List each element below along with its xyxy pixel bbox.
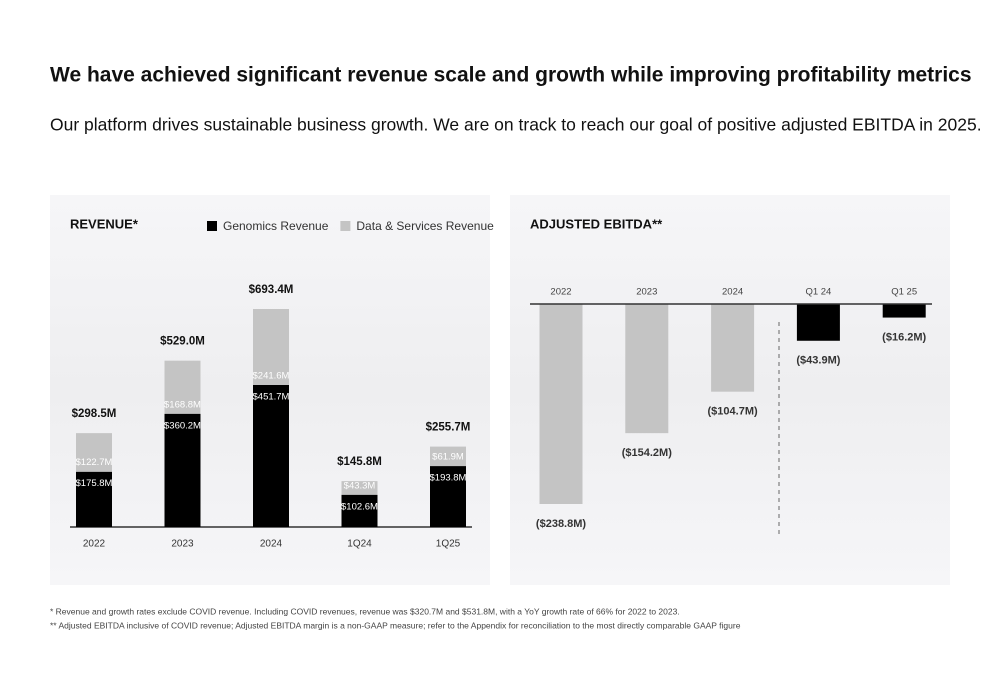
bar-segment — [430, 466, 466, 527]
x-tick-label: Q1 24 — [805, 287, 831, 298]
legend-swatch — [207, 221, 217, 231]
bar — [882, 304, 926, 318]
bar — [711, 304, 755, 392]
value-label: $122.7M — [76, 457, 113, 468]
chart-title: ADJUSTED EBITDA** — [530, 216, 663, 231]
footnote: ** Adjusted EBITDA inclusive of COVID re… — [50, 620, 741, 630]
value-label: ($43.9M) — [796, 355, 840, 367]
x-tick-label: 2024 — [722, 287, 743, 298]
x-tick-label: 2022 — [83, 539, 106, 550]
slide-title: We have achieved significant revenue sca… — [50, 64, 972, 87]
total-label: $529.0M — [160, 336, 205, 348]
value-label: $102.6M — [341, 501, 378, 512]
x-tick-label: 2023 — [636, 287, 657, 298]
x-tick-label: 1Q24 — [347, 539, 372, 550]
bar — [539, 304, 583, 504]
x-tick-label: 2024 — [260, 539, 283, 550]
slide-subtitle: Our platform drives sustainable business… — [50, 115, 982, 135]
bar-segment — [164, 360, 201, 414]
value-label: $168.8M — [164, 399, 201, 410]
value-label: $360.2M — [164, 420, 201, 431]
legend-swatch — [340, 221, 351, 231]
bar — [625, 304, 669, 434]
bar-segment — [164, 413, 201, 527]
value-label: $175.8M — [76, 478, 113, 489]
chart-title: REVENUE* — [70, 216, 139, 231]
value-label: ($16.2M) — [882, 331, 926, 343]
footnote: * Revenue and growth rates exclude COVID… — [50, 606, 680, 616]
x-tick-label: 1Q25 — [436, 539, 461, 550]
value-label: $193.8M — [430, 473, 467, 484]
bar-segment — [341, 494, 378, 527]
legend-label: Data & Services Revenue — [356, 219, 494, 233]
value-label: $61.9M — [432, 452, 464, 463]
bar-segment — [76, 433, 112, 472]
value-label: ($104.7M) — [708, 406, 758, 418]
value-label: $451.7M — [253, 391, 290, 402]
x-tick-label: 2023 — [171, 539, 194, 550]
value-label: $43.3M — [344, 480, 376, 491]
total-label: $255.7M — [426, 422, 471, 434]
value-label: ($154.2M) — [622, 447, 672, 459]
value-label: $241.6M — [253, 370, 290, 381]
bar-segment — [341, 481, 378, 495]
bar-segment — [253, 384, 289, 527]
bar-segment — [430, 446, 466, 467]
total-label: $298.5M — [72, 408, 117, 420]
x-tick-label: 2022 — [550, 287, 571, 298]
total-label: $693.4M — [249, 284, 294, 296]
bar — [796, 304, 840, 341]
bar-segment — [253, 309, 289, 385]
value-label: ($238.8M) — [536, 518, 586, 530]
legend-label: Genomics Revenue — [223, 219, 329, 233]
x-tick-label: Q1 25 — [891, 287, 917, 298]
bar-segment — [76, 471, 112, 527]
total-label: $145.8M — [337, 456, 382, 468]
